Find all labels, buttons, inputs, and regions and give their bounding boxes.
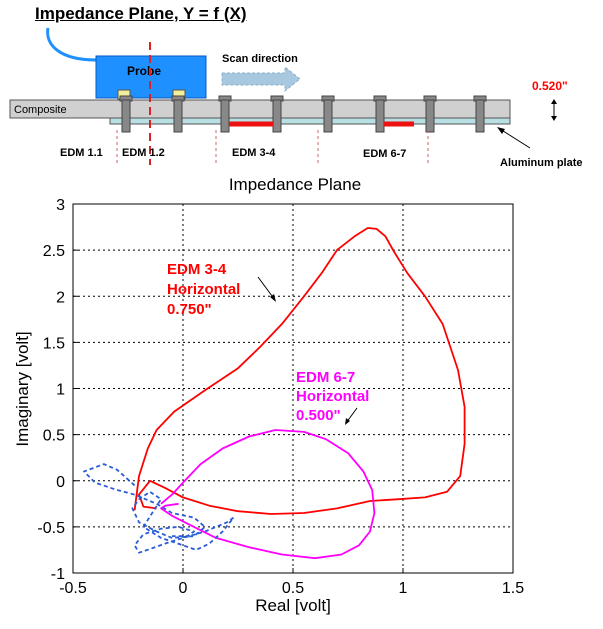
scan-arrow	[221, 65, 301, 93]
probe-label: Probe	[127, 64, 161, 78]
annotation-line: EDM 3-4	[167, 261, 227, 278]
y-tick-label: 2.5	[43, 243, 65, 260]
fastener-shank	[375, 99, 385, 133]
plate-pointer-head	[497, 127, 505, 134]
fastener-shank	[272, 99, 282, 133]
fastener-shank	[121, 99, 131, 133]
specimen-diagram: Probe Scan direction Composite 0.520" Al…	[9, 27, 583, 169]
y-tick-label: 1.5	[43, 335, 65, 352]
edm-label-3-4: EDM 3-4	[232, 147, 276, 159]
fastener-shank	[323, 99, 333, 133]
aluminum-plate	[109, 117, 511, 125]
composite-label: Composite	[14, 104, 67, 116]
plot-frame	[72, 203, 514, 574]
annotation-edm-3-4: EDM 3-4 Horizontal 0.750"	[167, 261, 240, 318]
probe-cable	[46, 27, 97, 62]
fastener-shank	[220, 99, 230, 133]
annotation-arrowhead	[345, 418, 350, 425]
annotation-line: Horizontal	[167, 281, 240, 298]
edm-label-1-1: EDM 1.1	[60, 147, 103, 159]
y-tick-label: -0.5	[37, 520, 65, 537]
annotation-line: Horizontal	[296, 388, 369, 405]
x-tick-label: 1.5	[502, 580, 524, 597]
series-reference-line	[83, 463, 235, 554]
y-axis-label: Imaginary [volt]	[13, 331, 32, 446]
y-tick-label: -1	[51, 566, 65, 583]
fasteners	[119, 95, 487, 133]
edm-label-6-7: EDM 6-7	[363, 148, 406, 160]
x-axis-label: Real [volt]	[255, 596, 331, 615]
page-title: Impedance Plane, Y = f (X)	[35, 4, 247, 23]
x-tick-label: -0.5	[59, 580, 87, 597]
annotation-line: 0.750"	[167, 301, 212, 318]
y-tick-label: 1	[56, 382, 65, 399]
x-tick-label: 0	[179, 580, 188, 597]
series-edm-3-4-line	[133, 227, 466, 515]
plate-label: Aluminum plate	[500, 157, 583, 169]
annotation-arrowhead	[270, 294, 276, 302]
fastener-shank	[425, 99, 435, 133]
composite-layer	[9, 99, 511, 119]
thickness-arrow-bottom	[551, 116, 557, 121]
annotation-arrow-edm-3-4	[257, 276, 276, 301]
annotation-line: 0.500"	[296, 407, 341, 424]
fastener-shank	[475, 99, 485, 133]
y-tick-label: 2	[56, 289, 65, 306]
scan-label: Scan direction	[222, 53, 298, 65]
plate-pointer	[499, 128, 531, 149]
fastener-shank	[173, 99, 183, 133]
probe-body	[95, 55, 207, 99]
annotation-arrow-edm-6-7	[345, 407, 358, 424]
annotation-edm-6-7: EDM 6-7 Horizontal 0.500"	[296, 369, 369, 424]
y-tick-label: 0	[56, 474, 65, 491]
annotation-line: EDM 6-7	[296, 369, 355, 386]
x-tick-label: 0.5	[282, 580, 304, 597]
edm-label-1-2: EDM 1.2	[122, 147, 165, 159]
x-tick-label: 1	[399, 580, 408, 597]
series-edm-6-7-line	[160, 429, 376, 560]
thickness-label: 0.520"	[532, 79, 568, 93]
thickness-arrow-top	[551, 99, 557, 104]
y-tick-label: 0.5	[43, 428, 65, 445]
